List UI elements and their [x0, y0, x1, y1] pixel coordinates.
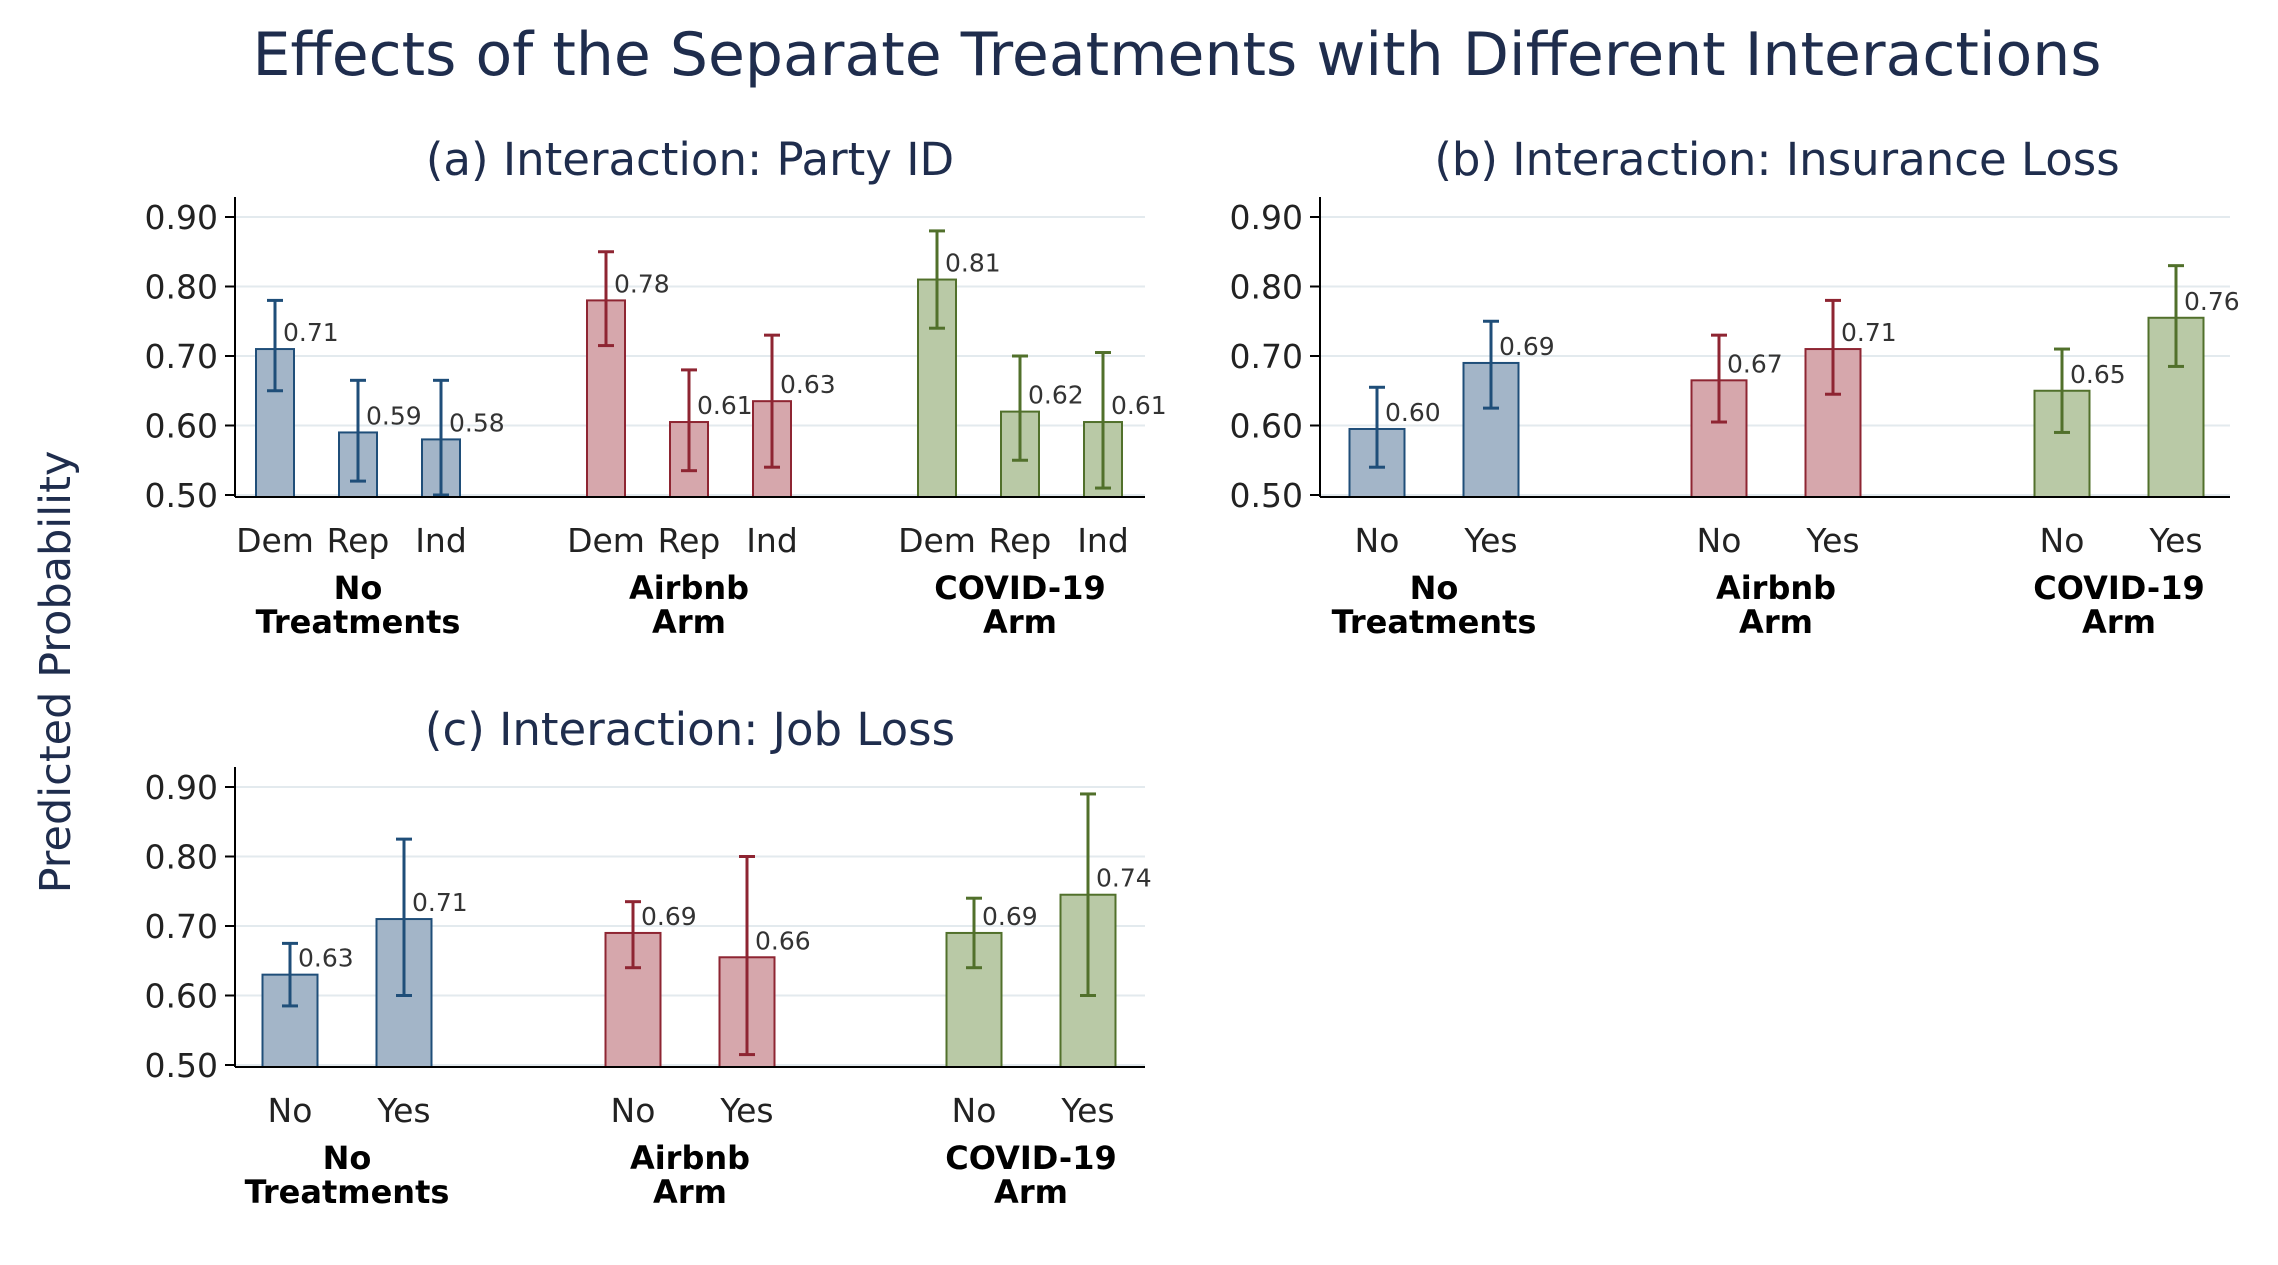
data-label: 0.60 [1385, 398, 1441, 427]
y-tick-label: 0.50 [1230, 476, 1303, 515]
x-tick-label: Rep [327, 521, 390, 560]
y-tick-label: 0.90 [1230, 198, 1303, 237]
group-label: Airbnb [1716, 569, 1836, 607]
chart-panel-3: (c) Interaction: Job Loss 0.50 0.60 0.70 0.8… [145, 703, 1152, 1211]
y-axis-title: Predicted Probability [31, 451, 81, 894]
group-label: No [1410, 569, 1459, 607]
x-tick-label: Yes [719, 1091, 773, 1130]
data-label: 0.71 [1841, 318, 1897, 347]
y-tick-label: 0.50 [145, 1046, 218, 1085]
group-label: Arm [994, 1173, 1068, 1211]
group-label: Arm [1739, 603, 1813, 641]
chart-title: Effects of the Separate Treatments with … [252, 20, 2101, 90]
panels: (a) Interaction: Party ID 0.50 0.60 0.70 0.8… [145, 133, 2240, 1211]
data-label: 0.81 [945, 249, 1001, 278]
y-tick-label: 0.80 [145, 268, 218, 307]
group-label: Arm [653, 1173, 727, 1211]
x-tick-label: Yes [376, 1091, 430, 1130]
data-label: 0.69 [1499, 332, 1555, 361]
y-tick-label: 0.60 [1230, 407, 1303, 446]
panel-title: (a) Interaction: Party ID [426, 133, 954, 186]
panel-title: (c) Interaction: Job Loss [425, 703, 955, 756]
data-label: 0.67 [1727, 349, 1783, 378]
y-tick-label: 0.70 [145, 337, 218, 376]
y-tick-label: 0.70 [1230, 337, 1303, 376]
x-tick-label: Dem [236, 521, 314, 560]
group-label: Airbnb [629, 569, 749, 607]
data-label: 0.65 [2070, 360, 2126, 389]
x-tick-label: No [952, 1091, 997, 1130]
data-label: 0.71 [412, 888, 468, 917]
x-tick-label: Yes [1060, 1091, 1114, 1130]
data-label: 0.69 [982, 902, 1038, 931]
y-tick-label: 0.50 [145, 476, 218, 515]
panel-title: (b) Interaction: Insurance Loss [1434, 133, 2119, 186]
data-label: 0.63 [298, 944, 354, 973]
x-tick-label: Yes [2148, 521, 2202, 560]
x-tick-label: Rep [989, 521, 1052, 560]
group-label: Treatments [256, 603, 461, 641]
x-tick-label: Dem [898, 521, 976, 560]
data-label: 0.71 [283, 318, 339, 347]
group-label: Arm [652, 603, 726, 641]
x-tick-label: Yes [1805, 521, 1859, 560]
data-label: 0.58 [449, 408, 505, 437]
x-tick-label: No [268, 1091, 313, 1130]
data-label: 0.61 [1111, 391, 1167, 420]
data-label: 0.74 [1096, 864, 1152, 893]
y-tick-label: 0.60 [145, 977, 218, 1016]
data-label: 0.69 [641, 902, 697, 931]
bar [917, 278, 957, 498]
group-label: COVID-19 [2033, 569, 2204, 607]
y-tick-label: 0.90 [145, 198, 218, 237]
group-label: COVID-19 [934, 569, 1105, 607]
group-label: No [334, 569, 383, 607]
y-tick-label: 0.70 [145, 907, 218, 946]
x-tick-label: Yes [1463, 521, 1517, 560]
x-tick-label: No [1697, 521, 1742, 560]
x-tick-label: Ind [1077, 521, 1129, 560]
y-tick-label: 0.80 [1230, 268, 1303, 307]
group-label: Treatments [245, 1173, 450, 1211]
chart-panel-2: (b) Interaction: Insurance Loss 0.50 0.60 0… [1230, 133, 2240, 641]
data-label: 0.63 [780, 370, 836, 399]
y-tick-label: 0.60 [145, 407, 218, 446]
group-label: Arm [2082, 603, 2156, 641]
group-label: Arm [983, 603, 1057, 641]
group-label: Treatments [1332, 603, 1537, 641]
data-label: 0.78 [614, 269, 670, 298]
x-tick-label: No [1355, 521, 1400, 560]
x-tick-label: Rep [658, 521, 721, 560]
x-tick-label: Ind [415, 521, 467, 560]
x-tick-label: No [2040, 521, 2085, 560]
group-label: No [323, 1139, 372, 1177]
data-label: 0.62 [1028, 381, 1084, 410]
x-tick-label: No [611, 1091, 656, 1130]
group-label: COVID-19 [945, 1139, 1116, 1177]
x-tick-label: Ind [746, 521, 798, 560]
chart-panel-1: (a) Interaction: Party ID 0.50 0.60 0.70 0.8… [145, 133, 1167, 641]
y-tick-label: 0.80 [145, 838, 218, 877]
data-label: 0.66 [755, 926, 811, 955]
data-label: 0.59 [366, 401, 422, 430]
x-tick-label: Dem [567, 521, 645, 560]
group-label: Airbnb [630, 1139, 750, 1177]
data-label: 0.61 [697, 391, 753, 420]
y-tick-label: 0.90 [145, 768, 218, 807]
data-label: 0.76 [2184, 287, 2240, 316]
bar [1804, 348, 1862, 498]
